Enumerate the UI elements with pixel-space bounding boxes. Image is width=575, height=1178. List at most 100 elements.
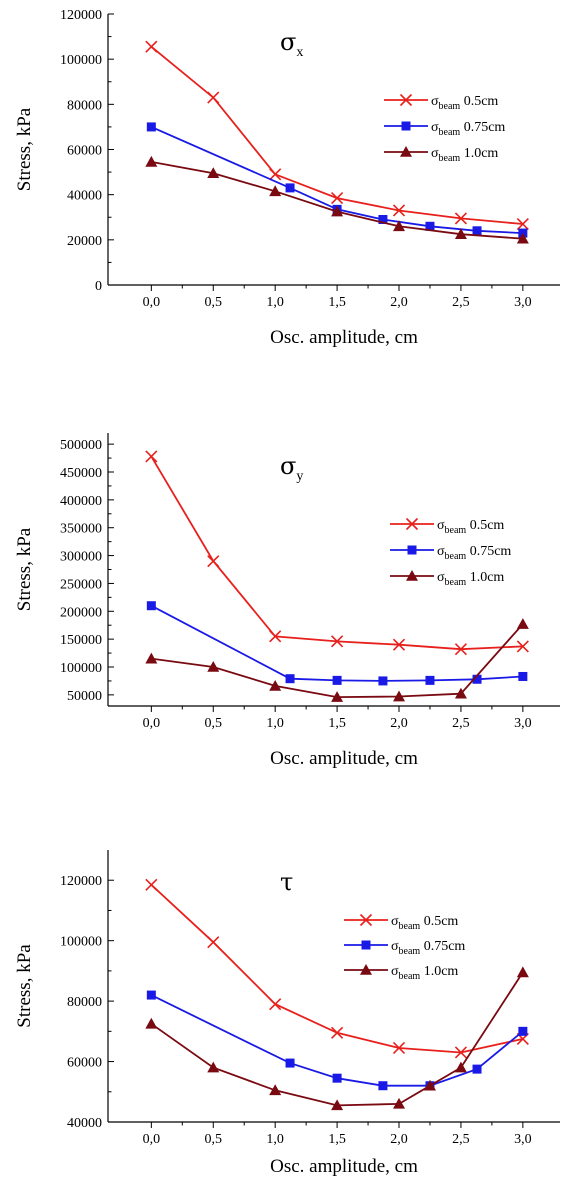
legend-subscript: beam: [439, 153, 461, 164]
data-point: [331, 691, 344, 702]
legend-label: σbeam 0.5cm: [391, 914, 458, 932]
title-subscript: y: [296, 469, 303, 484]
legend-marker: [400, 146, 412, 157]
legend-marker: [401, 121, 411, 131]
series-triangle: [145, 155, 529, 244]
data-point: [392, 204, 406, 217]
series-square: [146, 601, 528, 686]
y-tick-label: 300000: [60, 550, 102, 565]
data-point: [393, 690, 406, 702]
legend-marker: [407, 545, 417, 555]
series-square: [146, 990, 528, 1091]
legend-label: σbeam 0.5cm: [431, 94, 498, 112]
data-point: [145, 652, 158, 664]
series-x: [145, 878, 529, 1059]
x-tick-label: 1,5: [328, 716, 346, 731]
data-point: [516, 966, 529, 978]
data-point: [393, 1097, 406, 1109]
x-axis-label: Osc. amplitude, cm: [270, 1156, 418, 1177]
legend-symbol: σ: [431, 120, 439, 135]
legend-suffix: 1.0cm: [460, 146, 498, 161]
data-point: [145, 155, 158, 167]
data-point: [516, 232, 529, 244]
x-tick-label: 1,5: [328, 1132, 346, 1147]
x-tick-label: 3,0: [514, 1132, 532, 1147]
y-axis-label: Stress, kPa: [14, 527, 35, 611]
legend-label: σbeam 0.75cm: [391, 939, 465, 957]
data-point: [454, 1061, 467, 1073]
data-point: [454, 1046, 467, 1059]
chart-title: σy: [280, 452, 303, 484]
x-tick-label: 2,0: [390, 716, 408, 731]
legend-label: σbeam 1.0cm: [437, 570, 504, 588]
data-point: [207, 1061, 220, 1073]
series-triangle: [145, 618, 529, 702]
legend-suffix: 0.5cm: [466, 518, 504, 533]
series-line: [150, 884, 523, 1054]
data-point: [378, 1081, 388, 1091]
data-point: [269, 630, 282, 643]
x-tick-label: 0,5: [205, 295, 223, 310]
x-tick-label: 0,0: [143, 1132, 161, 1147]
series-line: [150, 971, 524, 1107]
data-point: [518, 671, 528, 681]
y-tick-label: 150000: [60, 633, 102, 648]
series-line: [151, 161, 523, 240]
x-tick-label: 2,0: [390, 295, 408, 310]
y-axis-label: Stress, kPa: [14, 107, 35, 191]
data-point: [518, 1026, 528, 1036]
legend-marker: [361, 940, 371, 950]
legend-symbol: σ: [437, 518, 445, 533]
legend-symbol: σ: [437, 570, 445, 585]
data-point: [331, 1026, 344, 1039]
chart-panel-3: 40000 60000 80000 100000 120000 0,0 0,5 1,0 1,5 2…: [14, 850, 560, 1177]
x-tick-label: 0,5: [205, 716, 223, 731]
legend-label: σbeam 0.75cm: [437, 544, 511, 562]
y-tick-label: 0: [95, 279, 102, 294]
x-tick-label: 2,5: [452, 1132, 470, 1147]
chart-panel-1: 0 20000 40000 60000 80000 100000 120000 0,0 0,5 1…: [14, 8, 560, 348]
y-axis-label: Stress, kPa: [14, 944, 35, 1028]
data-point: [146, 601, 156, 611]
legend-label: σbeam 1.0cm: [391, 964, 458, 982]
legend-subscript: beam: [445, 577, 467, 588]
data-point: [392, 638, 406, 651]
y-tick-label: 120000: [60, 8, 102, 23]
data-point: [392, 1041, 406, 1055]
legend-subscript: beam: [399, 971, 421, 982]
data-point: [472, 674, 482, 684]
x-tick-label: 1,5: [328, 295, 346, 310]
y-tick-label: 80000: [67, 98, 102, 113]
data-point: [332, 675, 342, 685]
data-point: [332, 1073, 342, 1083]
series-line: [150, 604, 523, 682]
y-tick-label: 200000: [60, 605, 102, 620]
data-point: [425, 221, 435, 231]
data-point: [145, 1017, 158, 1029]
legend: σbeam 0.5cm σbeam 0.75cm σbeam 1.0cm: [344, 913, 465, 982]
series-line: [150, 994, 524, 1087]
data-point: [207, 661, 220, 672]
x-tick-label: 2,5: [452, 295, 470, 310]
x-tick-label: 3,0: [514, 295, 532, 310]
y-tick-label: 40000: [67, 1116, 102, 1131]
y-tick-label: 100000: [60, 661, 102, 676]
legend-suffix: 1.0cm: [466, 570, 504, 585]
legend-symbol: σ: [431, 94, 439, 109]
data-point: [269, 998, 282, 1011]
legend-suffix: 0.75cm: [420, 939, 465, 954]
legend-label: σbeam 0.75cm: [431, 120, 505, 138]
title-subscript: x: [296, 45, 303, 60]
series-x: [145, 40, 529, 231]
series-line: [150, 126, 523, 234]
x-tick-label: 2,0: [390, 1132, 408, 1147]
x-tick-label: 1,0: [266, 295, 284, 310]
y-tick-label: 400000: [60, 494, 102, 509]
legend-subscript: beam: [439, 127, 461, 138]
x-axis-label: Osc. amplitude, cm: [270, 327, 418, 348]
y-tick-label: 20000: [67, 234, 102, 249]
data-point: [378, 676, 388, 686]
legend-symbol: σ: [437, 544, 445, 559]
